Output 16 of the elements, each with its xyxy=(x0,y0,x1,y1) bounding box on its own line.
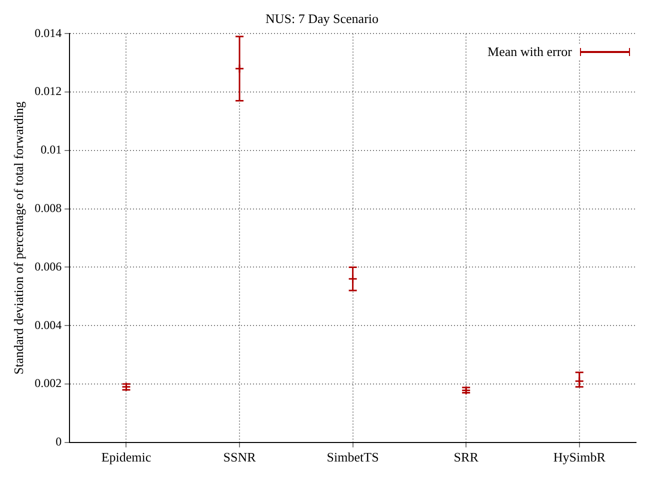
y-axis-title: Standard deviation of percentage of total forwarding xyxy=(11,101,26,374)
x-tick-label: SSNR xyxy=(223,450,256,465)
x-tick-label: Epidemic xyxy=(101,450,152,465)
chart-title: NUS: 7 Day Scenario xyxy=(265,11,379,26)
x-tick-label: SimbetTS xyxy=(326,450,379,465)
y-tick-label: 0.004 xyxy=(34,318,62,332)
y-tick-label: 0.012 xyxy=(34,84,62,98)
y-tick-label: 0.014 xyxy=(34,26,62,40)
x-tick-label: HySimbR xyxy=(553,450,606,465)
y-tick-label: 0.008 xyxy=(34,200,62,215)
legend-label: Mean with error xyxy=(488,44,572,60)
x-tick-label: SRR xyxy=(454,450,479,465)
y-tick-label: 0.002 xyxy=(34,376,62,390)
y-tick-label: 0.006 xyxy=(34,259,62,274)
y-tick-label: 0 xyxy=(56,434,62,449)
y-tick-label: 0.01 xyxy=(40,142,62,157)
